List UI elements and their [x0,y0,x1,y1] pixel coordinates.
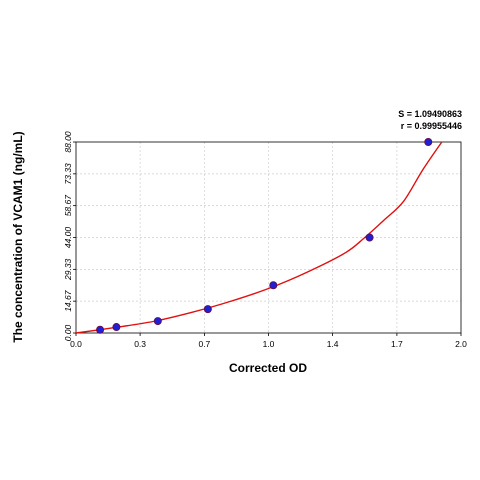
data-point [269,281,278,290]
data-point [96,325,105,334]
data-point [203,305,212,314]
y-tick-label: 29.33 [63,258,73,281]
fit-curve-line [75,141,443,334]
y-tick-label: 0.00 [63,324,73,341]
fit-curve-group [75,141,443,334]
x-tick-label: 0.3 [134,339,146,349]
x-axis-title: Corrected OD [229,361,307,375]
x-tick-label: 0.0 [70,339,82,349]
data-point [365,233,374,242]
r-statistic: r = 0.99955446 [401,121,462,131]
x-tick-label: 1.4 [327,339,339,349]
y-axis-title: The concentration of VCAM1 (ng/mL) [11,131,25,342]
y-tick-label: 14.67 [63,290,73,312]
x-tick-label: 1.7 [391,339,403,349]
y-tick-label: 58.67 [63,195,73,217]
data-point [153,317,162,326]
data-point [424,137,433,146]
y-axis-ticks: 0.00 14.67 29.33 44.00 58.67 73.33 88.00 [63,131,76,341]
y-tick-label: 73.33 [63,163,73,185]
y-tick-label: 88.00 [63,131,73,153]
x-tick-label: 0.7 [198,339,210,349]
data-points [96,137,433,334]
s-statistic: S = 1.09490863 [398,109,462,119]
y-tick-label: 44.00 [63,227,73,249]
x-axis-ticks: 0.0 0.3 0.7 1.0 1.4 1.7 2.0 [70,333,467,349]
grid-lines [76,142,461,333]
data-point [112,323,121,332]
x-tick-label: 2.0 [455,339,467,349]
x-tick-label: 1.0 [263,339,275,349]
